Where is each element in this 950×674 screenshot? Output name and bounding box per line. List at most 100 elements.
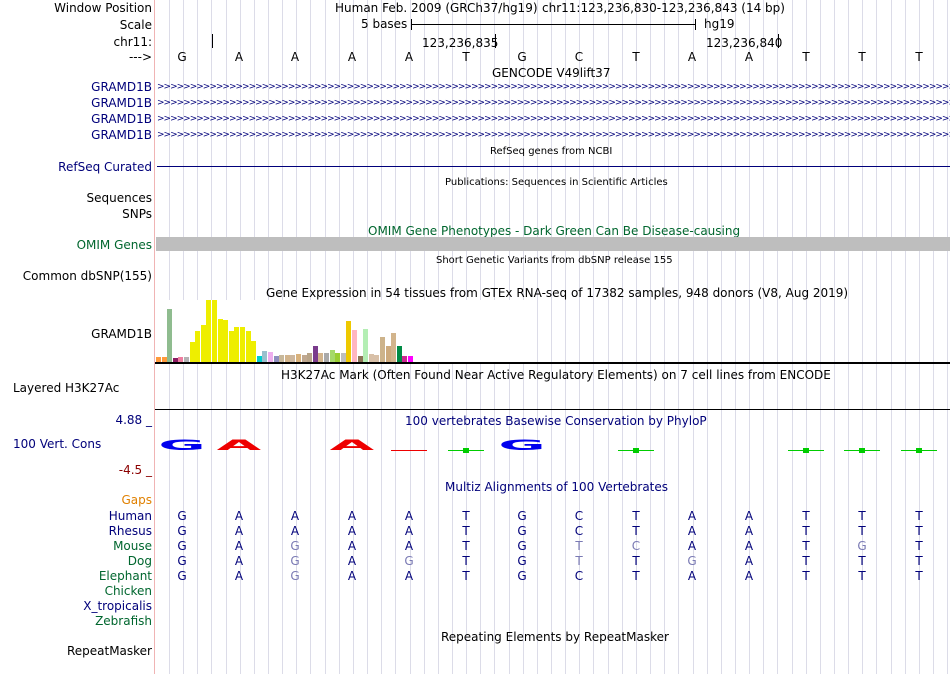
repeatmasker-label[interactable]: RepeatMasker [66,644,152,658]
grid-line [735,0,736,674]
gtex-tissue-bar[interactable] [296,354,301,362]
base-letter[interactable]: T [632,50,640,64]
gtex-tissue-bar[interactable] [184,357,189,362]
gtex-tissue-bar[interactable] [201,325,206,362]
gtex-tissue-bar[interactable] [257,356,262,362]
gtex-tissue-bar[interactable] [162,357,167,362]
gtex-tissue-bar[interactable] [240,327,245,362]
gtex-tissue-bar[interactable] [307,353,312,362]
gtex-tissue-bar[interactable] [190,342,195,362]
repeatmasker-title[interactable]: Repeating Elements by RepeatMasker [441,630,669,644]
base-letter[interactable]: C [574,50,584,64]
gtex-tissue-bar[interactable] [274,356,279,362]
gene-model[interactable]: >>>>>>>>>>>>>>>>>>>>>>>>>>>>>>>>>>>>>>>>… [157,82,950,92]
base-letter[interactable]: A [404,50,414,64]
gtex-tissue-bar[interactable] [397,346,402,362]
base-letter[interactable]: T [915,50,923,64]
omim-feature-bar[interactable] [156,237,950,251]
refseq-gene-line[interactable] [157,166,950,167]
omim-label[interactable]: OMIM Genes [76,238,152,252]
multiz-species-label[interactable]: Zebrafish [95,614,152,628]
base-letter[interactable]: A [347,50,357,64]
multiz-title[interactable]: Multiz Alignments of 100 Vertebrates [445,480,669,494]
publications-label-sequences[interactable]: Sequences [86,191,152,205]
multiz-species-label[interactable]: Mouse [113,539,152,553]
base-letter[interactable]: T [462,50,470,64]
gtex-tissue-bar[interactable] [218,319,223,362]
multiz-species-label[interactable]: Human [108,509,152,523]
base-letter[interactable]: A [744,50,754,64]
base-letter[interactable]: G [517,50,527,64]
gtex-tissue-bar[interactable] [363,329,368,362]
gtex-tissue-bar[interactable] [352,330,357,362]
gtex-tissue-bar[interactable] [262,351,267,362]
gtex-tissue-bar[interactable] [402,356,407,362]
phylop-label[interactable]: 100 Vert. Cons [13,437,102,451]
gtex-tissue-bar[interactable] [313,346,318,362]
dbsnp-title[interactable]: Short Genetic Variants from dbSNP releas… [436,255,673,266]
gene-label[interactable]: GRAMD1B [91,80,152,94]
omim-title[interactable]: OMIM Gene Phenotypes - Dark Green Can Be… [368,224,741,238]
gtex-tissue-bar[interactable] [234,327,239,362]
gtex-tissue-bar[interactable] [167,309,172,362]
gencode-title[interactable]: GENCODE V49lift37 [492,66,611,80]
gtex-tissue-bar[interactable] [285,355,290,362]
gtex-tissue-bar[interactable] [212,300,217,362]
gtex-tissue-bar[interactable] [369,354,374,362]
gene-label[interactable]: GRAMD1B [91,96,152,110]
multiz-species-label[interactable]: X_tropicalis [83,599,152,613]
gtex-tissue-bar[interactable] [156,357,161,362]
gtex-chart[interactable] [155,300,535,362]
gene-model[interactable]: >>>>>>>>>>>>>>>>>>>>>>>>>>>>>>>>>>>>>>>>… [157,98,950,108]
base-letter[interactable]: T [802,50,810,64]
gtex-tissue-bar[interactable] [318,353,323,362]
gene-model[interactable]: >>>>>>>>>>>>>>>>>>>>>>>>>>>>>>>>>>>>>>>>… [157,114,950,124]
gtex-label[interactable]: GRAMD1B [91,327,152,341]
gtex-tissue-bar[interactable] [246,331,251,362]
gtex-tissue-bar[interactable] [408,356,413,362]
gtex-tissue-bar[interactable] [346,321,351,362]
refseq-title[interactable]: RefSeq genes from NCBI [490,146,613,157]
gtex-tissue-bar[interactable] [279,355,284,362]
multiz-species-label[interactable]: Dog [127,554,152,568]
phylop-title[interactable]: 100 vertebrates Basewise Conservation by… [405,414,707,428]
gtex-tissue-bar[interactable] [178,357,183,362]
gene-label[interactable]: GRAMD1B [91,128,152,142]
base-letter[interactable]: A [290,50,300,64]
publications-label-snps[interactable]: SNPs [122,207,152,221]
multiz-species-label[interactable]: Rhesus [108,524,152,538]
gtex-tissue-bar[interactable] [358,356,363,362]
h3k27ac-title[interactable]: H3K27Ac Mark (Often Found Near Active Re… [281,368,831,382]
gtex-tissue-bar[interactable] [223,320,228,362]
gtex-tissue-bar[interactable] [386,346,391,362]
gtex-tissue-bar[interactable] [324,353,329,362]
gtex-tissue-bar[interactable] [302,355,307,362]
gtex-title[interactable]: Gene Expression in 54 tissues from GTEx … [266,286,849,300]
gtex-tissue-bar[interactable] [195,331,200,362]
base-letter[interactable]: A [687,50,697,64]
base-letter[interactable]: T [858,50,866,64]
gtex-tissue-bar[interactable] [251,341,256,362]
gtex-tissue-bar[interactable] [206,300,211,362]
base-letter[interactable]: G [177,50,187,64]
multiz-species-label[interactable]: Elephant [98,569,152,583]
gtex-tissue-bar[interactable] [374,355,379,362]
gtex-tissue-bar[interactable] [290,355,295,362]
gtex-tissue-bar[interactable] [330,350,335,362]
multiz-species-label[interactable]: Chicken [104,584,152,598]
gtex-tissue-bar[interactable] [268,352,273,362]
gene-label[interactable]: GRAMD1B [91,112,152,126]
strand-arrow-label[interactable]: ---> [128,50,152,64]
gene-model[interactable]: >>>>>>>>>>>>>>>>>>>>>>>>>>>>>>>>>>>>>>>>… [157,130,950,140]
gtex-tissue-bar[interactable] [341,353,346,362]
gtex-tissue-bar[interactable] [391,333,396,362]
gtex-tissue-bar[interactable] [380,337,385,362]
h3k27ac-label[interactable]: Layered H3K27Ac [13,381,120,395]
gtex-tissue-bar[interactable] [173,358,178,362]
publications-title[interactable]: Publications: Sequences in Scientific Ar… [445,177,668,188]
gtex-tissue-bar[interactable] [229,331,234,362]
base-letter[interactable]: A [234,50,244,64]
refseq-label[interactable]: RefSeq Curated [58,160,152,174]
gtex-tissue-bar[interactable] [335,353,340,362]
dbsnp-label[interactable]: Common dbSNP(155) [22,269,152,283]
